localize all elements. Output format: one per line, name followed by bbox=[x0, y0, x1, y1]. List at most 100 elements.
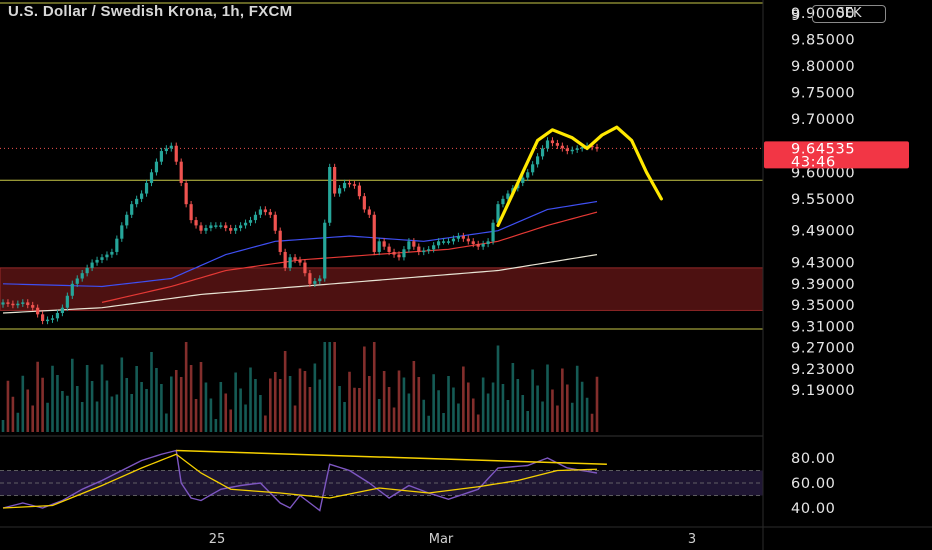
price-tick-label: 9.27000 bbox=[791, 341, 855, 357]
horizontal-levels bbox=[0, 2, 763, 330]
candle-body bbox=[432, 245, 436, 250]
candle-body bbox=[204, 228, 208, 231]
candle-body bbox=[283, 251, 287, 268]
candle-body bbox=[437, 241, 441, 246]
candle-body bbox=[347, 182, 352, 185]
volume-bar bbox=[407, 393, 411, 432]
candle-body bbox=[531, 164, 535, 173]
candle-body bbox=[407, 241, 411, 250]
candle-body bbox=[144, 182, 149, 194]
volume-bar bbox=[422, 399, 426, 432]
volume-bar bbox=[447, 376, 450, 432]
candle-body bbox=[125, 214, 129, 226]
candle-body bbox=[16, 303, 20, 306]
volume-bar bbox=[511, 363, 515, 432]
volume-bar bbox=[125, 378, 129, 432]
volume-bar bbox=[100, 364, 104, 432]
volume-bar bbox=[457, 403, 460, 432]
rsi-tick-label: 80.00 bbox=[791, 451, 836, 467]
volume-bar bbox=[368, 376, 371, 432]
volume-bar bbox=[397, 370, 401, 432]
candle-body bbox=[372, 214, 376, 252]
volume-bar bbox=[551, 389, 554, 432]
candle-body bbox=[491, 222, 495, 242]
time-tick-label: 25 bbox=[209, 532, 226, 547]
time-axis[interactable]: 25 Mar 3 bbox=[0, 526, 932, 547]
candle-body bbox=[90, 262, 94, 268]
candle-body bbox=[140, 193, 144, 199]
price-axis[interactable]: 99.90000 9.85000 9.80000 9.75000 9.70000 9.60… bbox=[762, 0, 909, 550]
candle-body bbox=[461, 236, 465, 239]
candle-body bbox=[36, 307, 40, 315]
volume-bar bbox=[229, 409, 232, 432]
price-tick-label: 9.39000 bbox=[791, 277, 855, 293]
candle-body bbox=[95, 259, 99, 263]
currency-badge[interactable]: SEK bbox=[812, 5, 886, 23]
candle-body bbox=[333, 166, 337, 194]
volume-bar bbox=[140, 382, 143, 432]
candle-body bbox=[367, 209, 371, 215]
volume-bar bbox=[264, 415, 267, 432]
volume-bar bbox=[387, 387, 391, 432]
candle-body bbox=[328, 166, 332, 223]
volume-bar bbox=[546, 364, 549, 432]
candle-body bbox=[318, 278, 322, 282]
volume-bar bbox=[427, 415, 430, 432]
volume-bar bbox=[348, 371, 351, 432]
candle-body bbox=[303, 262, 307, 274]
price-tick-label: 9.75000 bbox=[791, 86, 855, 102]
candle-body bbox=[169, 145, 173, 149]
candle-body bbox=[21, 302, 25, 304]
price-tick-label: 9.35000 bbox=[791, 298, 855, 314]
volume-bar bbox=[115, 394, 119, 432]
candle-body bbox=[11, 303, 15, 306]
volume-bar bbox=[80, 402, 84, 432]
candle-body bbox=[560, 145, 564, 149]
candle-body bbox=[120, 225, 124, 239]
volume-bar bbox=[288, 376, 292, 432]
pattern-stroke bbox=[496, 125, 663, 227]
volume-bar bbox=[432, 374, 435, 432]
volume-bar bbox=[204, 382, 208, 432]
candle-body bbox=[392, 251, 396, 255]
ma-line-fast bbox=[2, 200, 598, 288]
volume-bar bbox=[402, 377, 406, 432]
candle-body bbox=[471, 241, 475, 244]
volume-bar bbox=[338, 386, 341, 432]
volume-bar bbox=[452, 387, 455, 432]
volume-bar bbox=[476, 414, 480, 432]
candle-body bbox=[55, 313, 60, 319]
volume-bar bbox=[570, 402, 574, 432]
candle-body bbox=[357, 185, 361, 197]
volume-bar bbox=[234, 372, 237, 432]
candle-body bbox=[80, 273, 84, 279]
rsi-tick-label: 60.00 bbox=[791, 476, 836, 492]
candle-body bbox=[189, 204, 193, 221]
volume-bar bbox=[575, 365, 579, 432]
candle-body bbox=[234, 228, 238, 231]
volume-bar bbox=[561, 368, 564, 432]
volume-bar bbox=[244, 404, 247, 432]
volume-bar bbox=[95, 401, 99, 432]
volume-bar bbox=[531, 369, 534, 432]
candle-body bbox=[536, 156, 540, 165]
candle-body bbox=[268, 212, 272, 215]
volume-bar bbox=[199, 362, 203, 432]
volume-bar bbox=[1, 420, 5, 432]
volume-bar bbox=[585, 397, 589, 432]
candle-body bbox=[565, 148, 569, 152]
price-tick-label: 9.43000 bbox=[791, 256, 855, 272]
candles[interactable] bbox=[1, 137, 599, 325]
candle-body bbox=[466, 238, 470, 242]
candle-body bbox=[496, 204, 500, 223]
volume-bar bbox=[90, 381, 94, 432]
volume-bar bbox=[541, 401, 544, 432]
volume-bar bbox=[353, 387, 356, 432]
price-tick-label: 9.55000 bbox=[791, 192, 855, 208]
candle-body bbox=[412, 241, 416, 247]
volume-bar bbox=[120, 357, 124, 432]
candle-body bbox=[248, 220, 253, 223]
candle-body bbox=[135, 198, 139, 205]
candle-body bbox=[219, 225, 223, 227]
